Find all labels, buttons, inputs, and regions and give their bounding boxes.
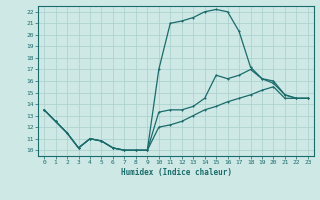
X-axis label: Humidex (Indice chaleur): Humidex (Indice chaleur): [121, 168, 231, 177]
